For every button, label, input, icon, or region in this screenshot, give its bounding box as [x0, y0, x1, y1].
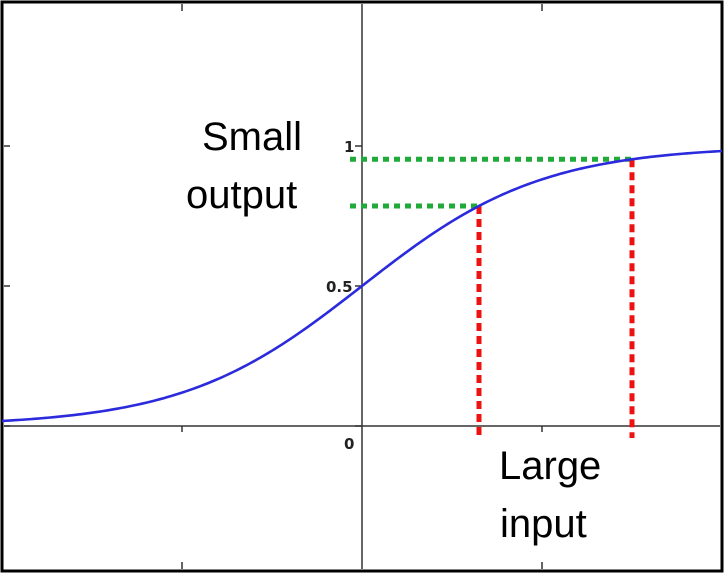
x-tick-label-0: 0 — [344, 435, 354, 453]
annotations-group: Small output Large input — [186, 115, 601, 546]
y-tick-label-0.5: 0.5 — [326, 278, 353, 296]
tick-labels-group: 1 0.5 0 — [326, 138, 354, 453]
ticks-group — [4, 4, 543, 569]
large-input-annotation-line2: input — [500, 502, 587, 546]
small-output-annotation-line1: Small — [202, 115, 302, 159]
small-output-annotation-line2: output — [186, 173, 297, 217]
curve-group — [1, 149, 723, 423]
y-tick-label-1: 1 — [344, 138, 354, 156]
guides-group — [350, 156, 635, 438]
large-input-annotation-line1: Large — [499, 444, 601, 488]
sigmoid-curve-line — [1, 149, 723, 423]
